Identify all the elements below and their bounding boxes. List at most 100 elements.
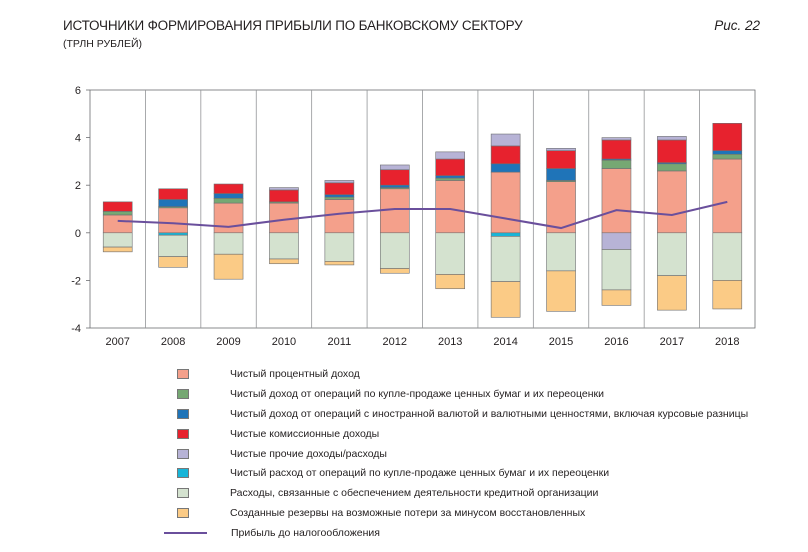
bar-segment-interest	[490, 171, 521, 234]
bar-segment-operating_expenses	[435, 232, 466, 275]
legend-swatch	[177, 508, 189, 519]
legend-label: Чистые комиссионные доходы	[230, 427, 380, 440]
bar-segment-operating_expenses	[546, 232, 576, 272]
bar-segment-operating_expenses	[601, 249, 632, 291]
bar-segment-commission	[435, 158, 466, 176]
legend-swatch	[177, 388, 189, 399]
legend-item: Чистый доход от операций по купле-продаж…	[160, 384, 748, 404]
bar-segment-securities_expense	[490, 232, 521, 237]
bar-segment-commission	[102, 201, 133, 212]
y-tick-label: 4	[75, 133, 81, 145]
bar-segment-securities_income	[712, 153, 743, 160]
bar-segment-interest	[158, 207, 188, 234]
bar-segment-other	[657, 136, 687, 141]
bar-segment-operating_expenses	[490, 236, 521, 282]
bar-segment-other	[546, 148, 576, 151]
legend-item: Чистые прочие доходы/расходы	[160, 444, 748, 464]
x-tick-label: 2015	[549, 336, 573, 348]
legend-swatch	[177, 428, 189, 439]
legend-item: Созданные резервы на возможные потери за…	[160, 503, 748, 523]
bar-segment-fx_income	[712, 150, 743, 155]
bar-segment-reserves	[601, 289, 632, 306]
bar-segment-interest	[324, 199, 355, 234]
y-tick-label: 0	[75, 228, 81, 240]
bar-segment-commission	[712, 123, 743, 151]
x-tick-label: 2009	[216, 336, 240, 348]
legend-item: Чистые комиссионные доходы	[160, 424, 748, 444]
y-tick-label: -2	[71, 275, 81, 287]
bar-segment-interest	[712, 158, 743, 234]
bar-segment-interest	[213, 202, 244, 234]
chart-subtitle: (ТРЛН РУБЛЕЙ)	[63, 38, 142, 50]
bar-segment-fx_income	[490, 163, 521, 173]
bar-segment-other	[490, 133, 521, 147]
bar-segment-securities_income	[657, 163, 687, 172]
bar-segment-reserves	[435, 274, 466, 290]
legend-label: Чистый расход от операций по купле-прода…	[230, 467, 610, 480]
bar-segment-securities_income	[213, 197, 244, 204]
x-tick-label: 2011	[328, 336, 352, 348]
legend-label: Расходы, связанные с обеспечением деятел…	[230, 487, 599, 500]
bar-segment-operating_expenses	[324, 232, 355, 262]
chart-title: ИСТОЧНИКИ ФОРМИРОВАНИЯ ПРИБЫЛИ ПО БАНКОВ…	[63, 18, 523, 33]
bar-segment-securities_income	[435, 177, 466, 181]
bar-segment-other	[601, 137, 632, 141]
bar-segment-fx_income	[324, 194, 355, 198]
bar-segment-reserves	[712, 280, 743, 310]
bar-segment-other	[324, 180, 355, 184]
legend-label: Чистый доход от операций с иностранной в…	[230, 407, 749, 420]
legend-swatch	[177, 488, 189, 499]
profit-line	[117, 200, 728, 230]
bar-segment-other	[435, 151, 466, 160]
chart-legend: Чистый процентный доход Чистый доход от о…	[160, 364, 748, 543]
bar-segment-operating_expenses	[712, 232, 743, 281]
bar-segment-other_neg	[601, 232, 632, 250]
x-tick-label: 2012	[383, 336, 407, 348]
figure-number: Рис. 22	[714, 18, 760, 33]
x-tick-label: 2014	[493, 336, 517, 348]
bar-segment-operating_expenses	[213, 232, 244, 255]
bar-segment-reserves	[269, 258, 299, 265]
x-tick-label: 2018	[715, 336, 739, 348]
legend-swatch	[177, 368, 189, 379]
legend-item: Чистый процентный доход	[160, 364, 748, 384]
bar-segment-fx_income	[379, 184, 410, 188]
legend-line-swatch	[164, 532, 207, 535]
legend-label: Чистые прочие доходы/расходы	[230, 447, 387, 460]
bar-segment-fx_income	[435, 175, 466, 179]
legend-item: Расходы, связанные с обеспечением деятел…	[160, 483, 748, 503]
bar-segment-commission	[213, 183, 244, 194]
bar-segment-securities_income	[601, 159, 632, 169]
bar-segment-securities_expense	[158, 232, 188, 236]
bar-segment-commission	[657, 139, 687, 163]
legend-label: Чистый процентный доход	[230, 367, 360, 380]
legend-item: Прибыль до налогообложения	[160, 523, 748, 543]
bar-segment-commission	[324, 182, 355, 196]
bar-segment-commission	[601, 139, 632, 160]
bar-segment-securities_income	[324, 196, 355, 200]
bar-segment-reserves	[546, 270, 576, 312]
bar-segment-commission	[158, 188, 188, 200]
bar-segment-other	[269, 187, 299, 191]
bar-segment-securities_income	[102, 211, 133, 216]
bar-segment-operating_expenses	[657, 232, 687, 276]
x-tick-label: 2010	[272, 336, 296, 348]
bar-segment-reserves	[379, 268, 410, 274]
y-tick-label: 2	[75, 180, 81, 192]
x-tick-label: 2008	[161, 336, 185, 348]
bar-segment-reserves	[490, 281, 521, 318]
bar-segment-operating_expenses	[379, 232, 410, 269]
legend-label: Прибыль до налогообложения	[231, 527, 380, 540]
bar-segment-interest	[657, 170, 687, 234]
legend-swatch	[177, 448, 189, 459]
y-tick-label: -4	[71, 323, 81, 335]
bar-segment-operating_expenses	[102, 232, 133, 248]
bar-segment-other	[379, 164, 410, 171]
legend-label: Чистый доход от операций по купле-продаж…	[230, 387, 604, 400]
x-tick-label: 2007	[105, 336, 129, 348]
bar-segment-commission	[490, 145, 521, 165]
bar-segment-reserves	[657, 275, 687, 311]
bar-segment-reserves	[324, 261, 355, 266]
bar-segment-commission	[546, 150, 576, 169]
bar-segment-commission	[379, 169, 410, 186]
